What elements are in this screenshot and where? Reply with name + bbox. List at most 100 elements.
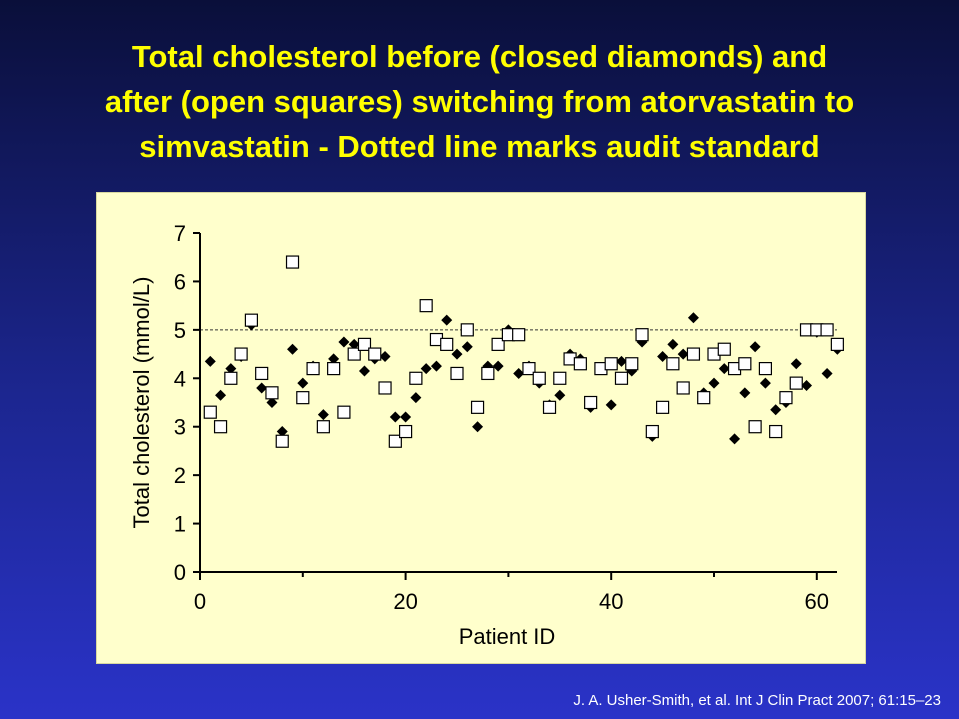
square-point bbox=[666, 357, 680, 371]
square-point bbox=[399, 424, 413, 439]
y-tick-label: 3 bbox=[174, 415, 186, 440]
y-tick-label: 4 bbox=[174, 366, 186, 391]
diamond-point bbox=[718, 363, 730, 375]
y-tick-label: 7 bbox=[174, 221, 186, 246]
diamond-point bbox=[759, 377, 771, 389]
x-tick-label: 40 bbox=[599, 589, 623, 614]
square-point bbox=[830, 337, 844, 351]
square-point bbox=[357, 337, 372, 351]
diamond-point bbox=[215, 389, 227, 401]
square-point bbox=[296, 391, 310, 405]
diamond-point bbox=[430, 360, 442, 372]
y-axis-label: Total cholesterol (mmol/L) bbox=[129, 277, 154, 529]
diamond-point bbox=[667, 338, 679, 350]
diamond-point bbox=[379, 350, 391, 362]
diamond-point bbox=[482, 360, 494, 372]
square-point bbox=[573, 357, 587, 371]
diamond-point bbox=[441, 314, 453, 326]
diamond-point bbox=[605, 399, 617, 411]
square-point bbox=[481, 366, 495, 381]
square-point bbox=[327, 362, 341, 376]
square-point bbox=[470, 400, 485, 414]
diamond-point bbox=[472, 421, 484, 433]
diamond-point bbox=[687, 312, 699, 324]
citation: J. A. Usher-Smith, et al. Int J Clin Pra… bbox=[573, 692, 941, 709]
square-point bbox=[347, 347, 361, 361]
diamond-point bbox=[410, 392, 422, 404]
diamond-point bbox=[461, 341, 473, 353]
square-point bbox=[717, 342, 731, 356]
diamond-point bbox=[256, 382, 268, 394]
square-point bbox=[635, 328, 649, 342]
diamond-point bbox=[358, 365, 370, 377]
diamond-point bbox=[770, 404, 782, 416]
square-point bbox=[265, 386, 279, 400]
square-point bbox=[244, 313, 258, 327]
scatter-chart: 0 1 2 3 4 5 6 7 0 20 40 60 Patient ID Total cholest… bbox=[129, 221, 844, 649]
slide-title: Total cholesterol before (closed diamond… bbox=[0, 34, 959, 169]
axes-group bbox=[199, 233, 837, 573]
square-point bbox=[532, 371, 546, 385]
square-point bbox=[285, 255, 300, 269]
diamond-point bbox=[276, 426, 288, 438]
diamond-point bbox=[729, 433, 741, 445]
y-tick-label: 0 bbox=[174, 560, 186, 585]
square-point bbox=[604, 357, 618, 371]
square-point bbox=[491, 337, 505, 351]
diamond-point bbox=[677, 348, 689, 360]
square-point bbox=[645, 424, 659, 439]
square-point bbox=[686, 347, 701, 361]
square-point bbox=[614, 371, 629, 385]
square-point bbox=[542, 400, 557, 414]
diamond-point bbox=[739, 387, 751, 399]
square-point bbox=[255, 366, 269, 381]
square-point bbox=[275, 434, 289, 448]
square-point bbox=[234, 347, 248, 361]
square-point bbox=[419, 299, 433, 313]
chart-panel: 0 1 2 3 4 5 6 7 0 20 40 60 Patient ID Total cholest… bbox=[96, 192, 866, 664]
square-point bbox=[789, 376, 803, 390]
y-tick-label: 6 bbox=[174, 269, 186, 294]
diamond-point bbox=[554, 389, 566, 401]
diamond-point bbox=[615, 355, 627, 367]
square-point bbox=[769, 424, 783, 439]
series-group bbox=[203, 255, 844, 448]
x-tick-label: 0 bbox=[194, 589, 206, 614]
square-point bbox=[409, 371, 423, 385]
diamond-point bbox=[821, 367, 833, 379]
diamond-point bbox=[420, 363, 432, 375]
square-point bbox=[368, 347, 382, 361]
slide-title-line-1: Total cholesterol before (closed diamond… bbox=[131, 39, 828, 74]
square-point bbox=[748, 420, 762, 434]
diamond-point bbox=[266, 397, 278, 408]
diamond-point bbox=[389, 411, 401, 423]
y-tick-label: 1 bbox=[174, 512, 186, 537]
diamond-point bbox=[225, 363, 237, 375]
y-tick-label: 2 bbox=[174, 463, 186, 488]
diamond-point bbox=[801, 380, 813, 392]
diamond-point bbox=[400, 411, 412, 423]
square-point bbox=[758, 362, 773, 376]
diamond-point bbox=[708, 377, 720, 389]
square-point bbox=[337, 405, 351, 419]
diamond-point bbox=[451, 348, 463, 360]
diamond-point bbox=[513, 367, 525, 379]
square-point bbox=[676, 381, 690, 395]
ticks-group: 0 1 2 3 4 5 6 7 0 20 40 60 bbox=[174, 221, 829, 614]
x-tick-label: 60 bbox=[805, 589, 829, 614]
square-point bbox=[522, 362, 536, 376]
x-tick-label: 20 bbox=[393, 589, 417, 614]
diamond-point bbox=[749, 341, 761, 353]
square-point bbox=[820, 323, 834, 337]
square-point bbox=[553, 371, 567, 385]
square-point bbox=[655, 400, 670, 414]
diamond-point bbox=[790, 358, 802, 370]
square-point bbox=[306, 362, 320, 376]
slide-title-line-2: after (open squares) switching from ator… bbox=[104, 84, 855, 119]
diamond-point bbox=[348, 338, 360, 350]
diamond-point bbox=[204, 355, 216, 367]
square-point bbox=[378, 381, 392, 395]
square-point bbox=[450, 366, 464, 381]
square-point bbox=[460, 323, 474, 337]
diamond-point bbox=[287, 343, 299, 355]
